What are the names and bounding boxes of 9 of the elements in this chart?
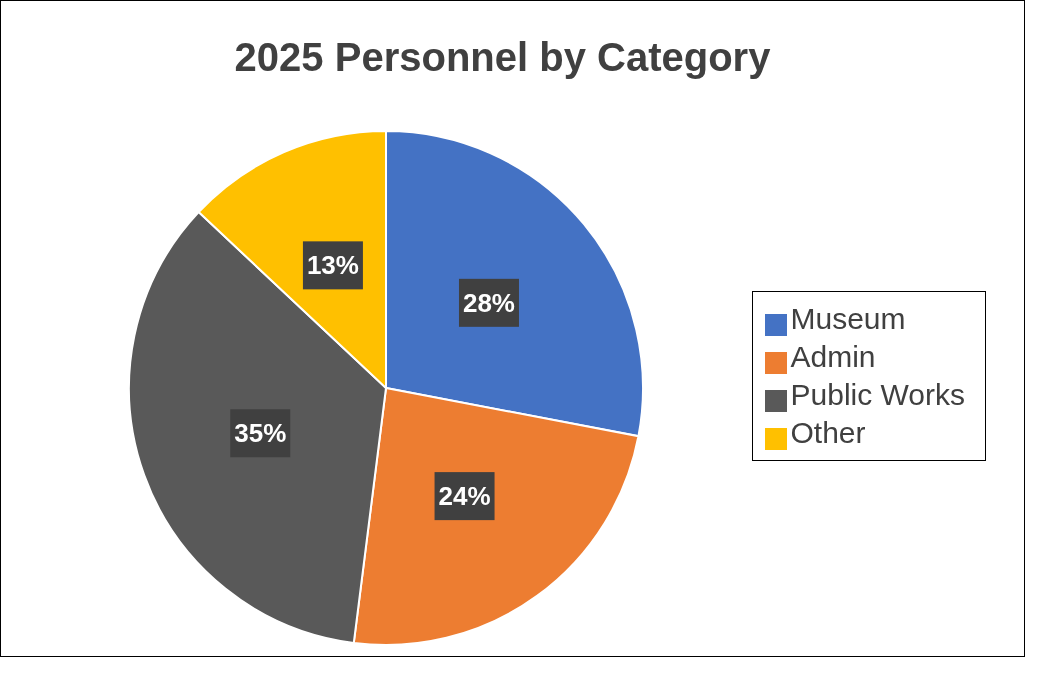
data-label: 24% [438, 481, 491, 512]
chart-title: 2025 Personnel by Category [233, 34, 772, 81]
data-label: 35% [234, 418, 287, 449]
legend-label: Public Works [790, 377, 965, 411]
data-label: 28% [462, 287, 515, 318]
legend-label: Admin [790, 339, 876, 373]
data-label: 13% [306, 250, 359, 281]
legend-label: Museum [790, 301, 906, 335]
legend-label: Other [790, 415, 866, 449]
